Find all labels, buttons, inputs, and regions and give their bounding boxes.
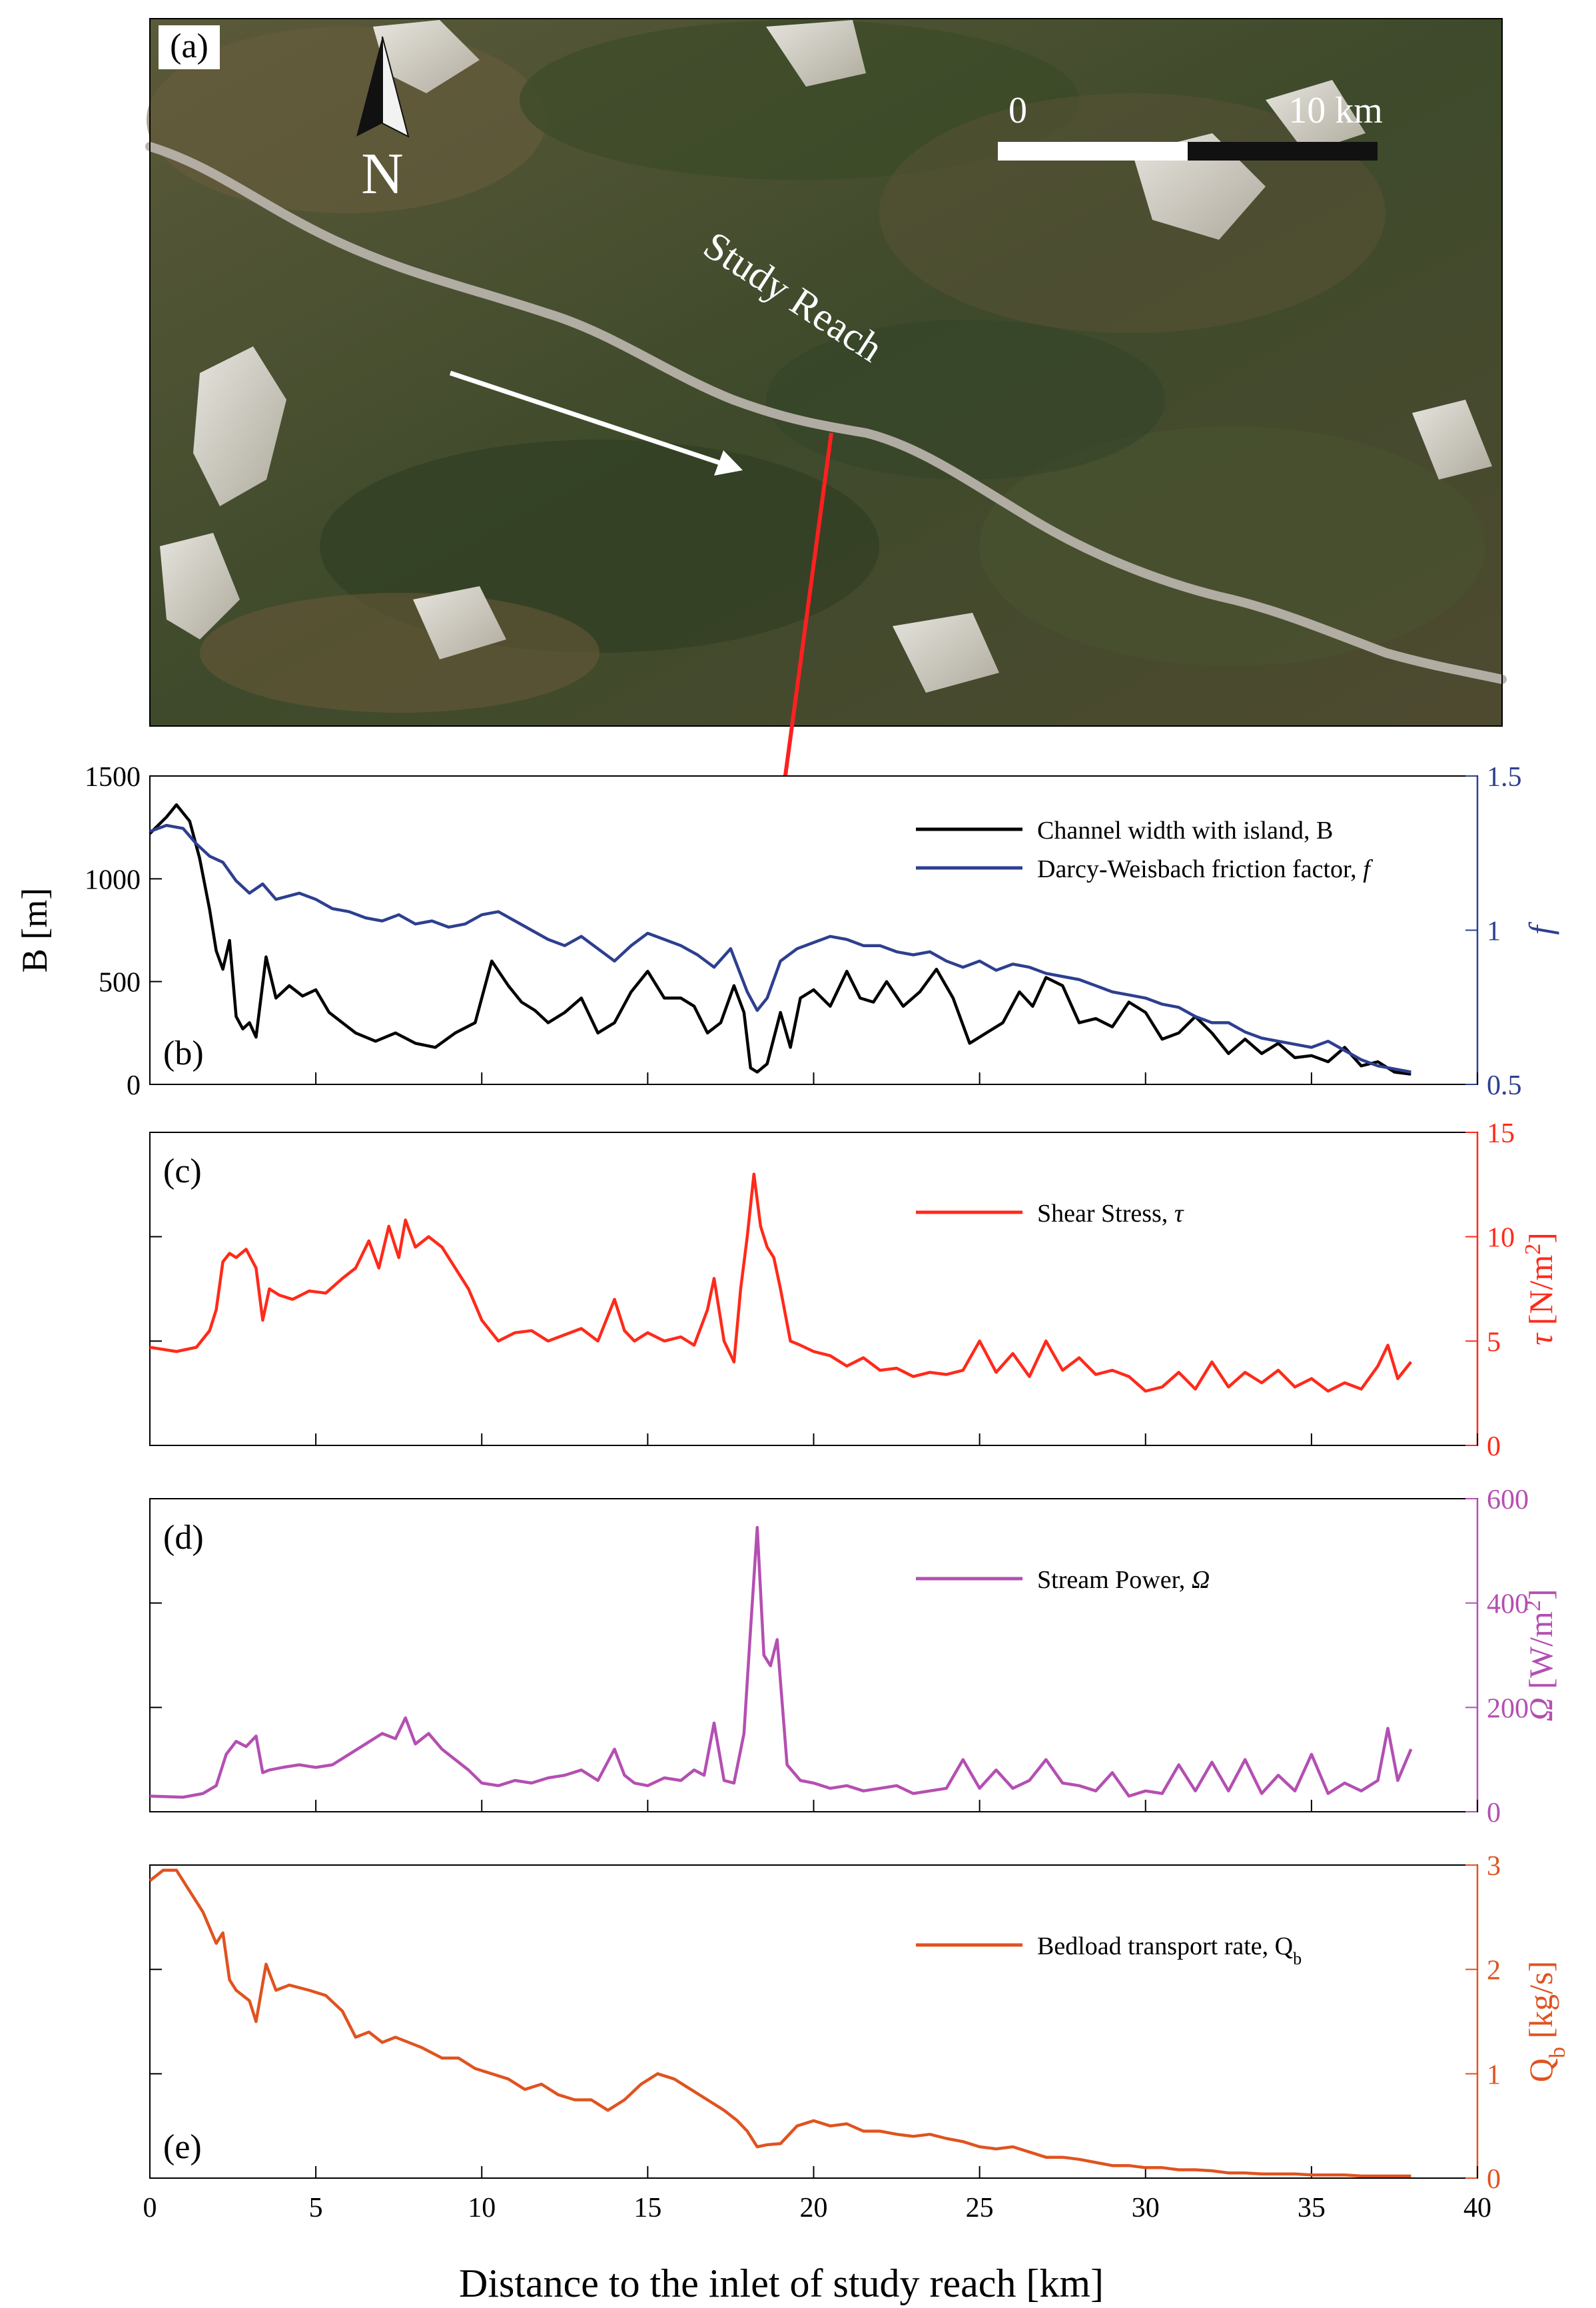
series-line-2 [149, 823, 1411, 1074]
series-line-1 [149, 803, 1411, 1076]
y-axis-label: B [m] [15, 888, 55, 973]
right-y-tick-label: 5 [1487, 1327, 1501, 1357]
x-axis-label: Distance to the inlet of study reach [km… [459, 2261, 1104, 2305]
x-tick-label: 15 [633, 2193, 661, 2223]
terrain-shading [147, 20, 1485, 713]
x-tick-label: 5 [309, 2193, 323, 2223]
x-tick-label: 0 [143, 2193, 157, 2223]
right-y-tick-label: 0 [1487, 1798, 1501, 1828]
y-tick-label: 500 [99, 968, 141, 998]
scale-bar [998, 142, 1378, 161]
right-y-tick-label: 600 [1487, 1485, 1529, 1515]
right-y-tick-label: 1.5 [1487, 762, 1522, 793]
panel-label: (c) [163, 1152, 202, 1190]
right-y-tick-label: 3 [1487, 1851, 1501, 1882]
right-y-axis-label: f [1522, 921, 1559, 935]
plot-frame [149, 1498, 1478, 1812]
panel-label: (d) [163, 1519, 204, 1557]
series-line-1 [149, 1172, 1413, 1393]
right-y-tick-label: 10 [1487, 1223, 1515, 1254]
scale-bar-black [1188, 142, 1378, 161]
chart-panel-e: 0 1 2 3 Qb [kg/s] 0 5 10 15 20 25 30 35 40 Bedload tra… [143, 1851, 1570, 2223]
satellite-map: (a) N 0 10 km Study Reach [145, 18, 1507, 727]
x-tick-label: 35 [1298, 2193, 1326, 2223]
north-label: N [361, 142, 404, 206]
right-y-tick-label: 15 [1487, 1118, 1515, 1149]
plot-frame [149, 1864, 1478, 2179]
right-y-tick-label: 0.5 [1487, 1070, 1522, 1101]
x-tick-label: 40 [1463, 2193, 1491, 2223]
right-y-axis-label: τ [N/m2] [1521, 1232, 1560, 1346]
scale-label-start: 0 [1008, 90, 1027, 131]
x-tick-label: 30 [1132, 2193, 1160, 2223]
right-y-tick-label: 2 [1487, 1956, 1501, 1986]
legend-label: Darcy-Weisbach friction factor, f [1037, 855, 1373, 883]
chart-panel-b: 0 500 1000 1500 B [m] 0.5 1 1.5 f Channel width w… [15, 762, 1559, 1101]
chart-panel-d: 0 200 400 600 Ω [W/m2] Stream Power, Ω (d) [149, 1485, 1560, 1828]
x-tick-label: 10 [468, 2193, 496, 2223]
map-border [149, 18, 1503, 727]
map-panel-label: (a) [170, 27, 208, 65]
right-y-axis-label: Qb [kg/s] [1522, 1961, 1570, 2082]
y-tick-label: 0 [127, 1070, 141, 1101]
right-y-tick-label: 1 [1487, 2060, 1501, 2090]
y-tick-label: 1000 [85, 865, 141, 895]
chart-panel-c: 0 5 10 15 τ [N/m2] Shear Stress, τ (c) [149, 1118, 1560, 1462]
plot-frame [149, 775, 1478, 1085]
series-line-1 [149, 1525, 1413, 1799]
river-channel [145, 142, 1507, 684]
x-tick-label: 25 [966, 2193, 994, 2223]
right-y-axis-label: Ω [W/m2] [1521, 1589, 1560, 1722]
right-y-tick-label: 1 [1487, 917, 1501, 947]
legend-label: Channel width with island, B [1037, 817, 1333, 845]
scale-label-end: 10 km [1288, 90, 1383, 131]
north-arrow-icon [356, 36, 410, 138]
y-tick-label: 1500 [85, 762, 141, 793]
panel-label: (b) [163, 1034, 204, 1072]
right-y-tick-label: 200 [1487, 1693, 1529, 1724]
scale-bar-white [998, 142, 1188, 161]
flow-direction-arrow-icon [449, 370, 743, 476]
right-y-tick-label: 400 [1487, 1589, 1529, 1620]
map-panel-label-box [159, 25, 220, 69]
x-tick-label: 20 [800, 2193, 828, 2223]
legend-label: Shear Stress, τ [1037, 1200, 1184, 1228]
right-y-tick-label: 0 [1487, 2164, 1501, 2195]
plot-frame [149, 1132, 1478, 1446]
panel-label: (e) [163, 2128, 202, 2166]
legend-label: Stream Power, Ω [1037, 1566, 1210, 1594]
series-line-1 [149, 1868, 1411, 2178]
right-y-tick-label: 0 [1487, 1431, 1501, 1462]
legend-label: Bedload transport rate, Qb [1037, 1932, 1302, 1968]
